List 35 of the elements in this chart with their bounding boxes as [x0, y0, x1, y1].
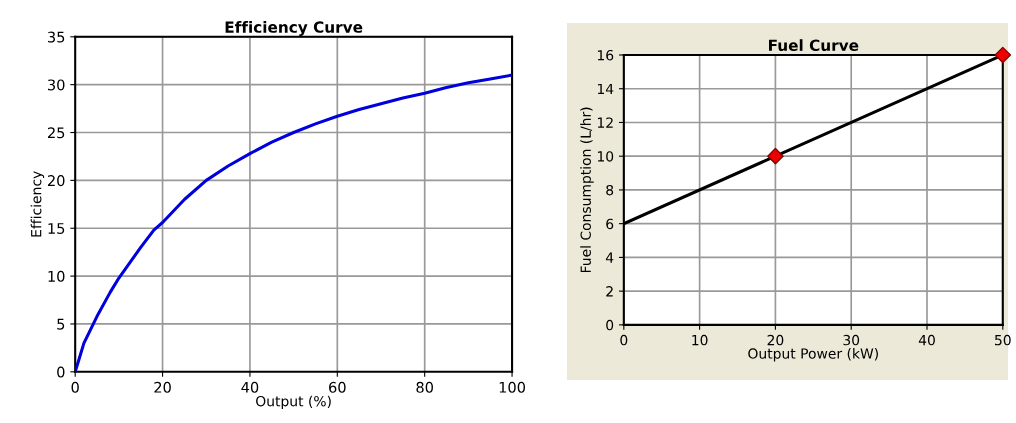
y-tick-label: 4: [605, 252, 614, 263]
y-tick-label: 35: [48, 31, 65, 43]
y-tick-label: 10: [597, 151, 614, 162]
x-axis-title: Output Power (kW): [748, 348, 878, 362]
x-tick-label: 100: [499, 381, 526, 393]
y-tick-label: 6: [606, 218, 614, 230]
x-tick-label: 20: [154, 381, 171, 393]
y-tick-label: 15: [48, 223, 65, 234]
y-tick-label: 25: [47, 127, 65, 139]
chart-title: Fuel Curve: [769, 39, 859, 52]
y-tick-label: 16: [597, 49, 614, 61]
y-tick-label: 10: [48, 270, 65, 282]
y-axis-title: Efficiency: [30, 171, 45, 237]
x-axis-title: Output (%): [256, 395, 331, 410]
chart-title: Efficiency Curve: [225, 21, 363, 36]
y-tick-label: 2: [606, 286, 613, 297]
x-tick-label: 60: [329, 381, 346, 393]
y-tick-label: 14: [597, 83, 614, 94]
y-tick-label: 5: [57, 318, 65, 330]
y-tick-label: 30: [48, 79, 65, 91]
x-tick-label: 0: [620, 334, 628, 346]
x-tick-label: 20: [767, 334, 784, 346]
x-tick-label: 40: [241, 381, 259, 393]
x-tick-label: 40: [918, 334, 935, 346]
x-tick-label: 80: [416, 381, 433, 393]
y-tick-label: 20: [47, 175, 65, 187]
y-axis-title: Fuel Consumption (L/hr): [580, 107, 594, 273]
x-tick-label: 10: [692, 334, 708, 346]
x-tick-label: 0: [71, 381, 79, 393]
y-tick-label: 8: [606, 184, 614, 196]
y-tick-label: 0: [606, 319, 614, 331]
x-tick-label: 30: [843, 334, 860, 346]
x-tick-label: 50: [995, 334, 1011, 346]
y-tick-label: 0: [57, 366, 65, 378]
y-tick-label: 12: [597, 117, 613, 128]
